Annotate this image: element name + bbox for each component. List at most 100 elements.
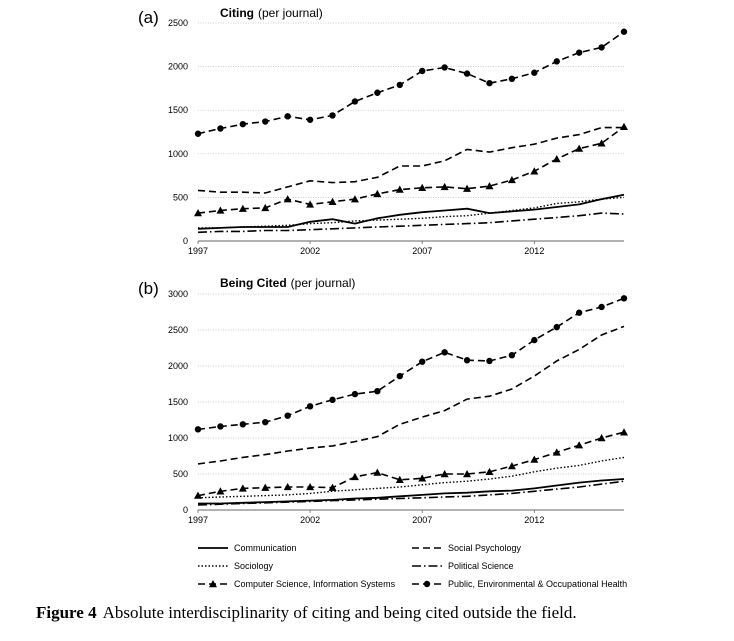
data-point	[350, 472, 359, 481]
panel-label: (b)	[138, 279, 159, 298]
legend-label: Communication	[234, 543, 297, 553]
chart-panel-b: (b) Being Cited (per journal) 0 500 1000 1500 2…	[138, 276, 628, 525]
data-point	[283, 482, 292, 491]
data-point	[328, 483, 337, 491]
data-point	[507, 175, 516, 184]
legend-entry: Computer Science, Information Systems	[198, 579, 396, 589]
data-point	[531, 69, 538, 76]
data-point	[486, 79, 493, 87]
data-point	[552, 155, 561, 163]
y-tick-label: 1000	[168, 149, 188, 159]
y-tick-label: 500	[173, 469, 188, 479]
caption-label: Figure 4	[36, 603, 97, 622]
series-line	[197, 297, 625, 431]
caption-text: Absolute interdisciplinarity of citing a…	[102, 603, 577, 622]
data-point	[395, 185, 404, 193]
data-point	[194, 209, 202, 217]
data-point	[620, 28, 628, 35]
legend-marker	[209, 580, 217, 588]
y-tick-label: 2000	[168, 62, 188, 72]
data-point	[553, 58, 560, 65]
y-tick-label: 1500	[168, 397, 188, 407]
series-line	[197, 126, 624, 194]
figure-caption: Figure 4 Absolute interdisciplinarity of …	[36, 603, 726, 623]
data-point	[418, 474, 427, 482]
legend-label: Social Psychology	[448, 543, 522, 553]
data-point	[216, 487, 225, 495]
data-point	[396, 372, 403, 380]
data-point	[485, 182, 494, 190]
series-line	[197, 480, 625, 506]
data-point	[216, 206, 225, 214]
data-point	[329, 396, 336, 404]
series-line	[197, 126, 625, 214]
data-point	[238, 484, 247, 492]
y-tick-label: 1000	[168, 433, 188, 443]
data-point	[575, 49, 583, 56]
y-tick-label: 0	[183, 505, 188, 515]
legend-entry: Social Psychology	[412, 543, 522, 553]
data-point	[374, 388, 381, 395]
data-point	[261, 203, 270, 212]
legend: Communication Social Psychology Sociology P…	[198, 543, 627, 589]
data-point	[283, 195, 292, 203]
data-point	[530, 167, 539, 175]
legend-entry: Political Science	[412, 561, 514, 571]
data-point	[329, 112, 336, 119]
series-communication	[198, 478, 625, 505]
series-communication	[197, 193, 625, 230]
data-point	[597, 139, 606, 147]
series-political-science	[197, 480, 625, 506]
data-point	[507, 462, 516, 470]
y-tick-label: 500	[173, 192, 188, 202]
legend-entry: Public, Environmental & Occupational Hea…	[412, 579, 627, 589]
legend-marker	[423, 580, 431, 588]
data-point	[530, 455, 539, 463]
data-point	[373, 468, 382, 476]
data-point	[239, 120, 247, 128]
series-line	[197, 212, 625, 234]
x-tick-label: 2007	[412, 515, 432, 525]
y-tick-label: 2500	[168, 18, 188, 28]
data-point	[306, 200, 315, 208]
data-point	[306, 482, 315, 491]
x-tick-label: 2012	[524, 246, 544, 256]
data-point	[440, 470, 449, 478]
data-point	[217, 125, 224, 132]
legend-entry: Sociology	[198, 561, 274, 571]
data-point	[553, 323, 560, 331]
series-line	[197, 31, 625, 135]
data-point	[508, 352, 516, 359]
data-point	[194, 130, 202, 137]
data-point	[306, 116, 314, 123]
series-line	[197, 193, 625, 230]
data-point	[419, 67, 426, 75]
data-point	[396, 81, 403, 89]
data-point	[620, 295, 628, 302]
series-sociology	[197, 456, 625, 499]
series-computer-science-information-systems	[194, 428, 628, 499]
data-point	[395, 475, 404, 483]
data-point	[440, 182, 449, 191]
data-point	[239, 421, 247, 428]
data-point	[598, 44, 605, 51]
panel-label: (a)	[138, 8, 159, 27]
data-point	[552, 448, 561, 456]
chart-subtitle: (per journal)	[258, 6, 323, 20]
y-tick-label: 2000	[168, 361, 188, 371]
legend-entry: Communication	[198, 543, 297, 553]
data-point	[261, 483, 270, 491]
y-tick-label: 1500	[168, 105, 188, 115]
data-point	[306, 403, 314, 410]
y-tick-label: 3000	[168, 289, 188, 299]
data-point	[350, 195, 359, 203]
data-point	[194, 491, 202, 499]
series-line	[197, 456, 625, 499]
legend-label: Computer Science, Information Systems	[234, 579, 396, 589]
data-point	[463, 470, 472, 478]
x-tick-label: 2012	[524, 515, 544, 525]
x-tick-label: 1997	[188, 515, 208, 525]
data-point	[351, 390, 359, 398]
data-point	[575, 309, 583, 316]
